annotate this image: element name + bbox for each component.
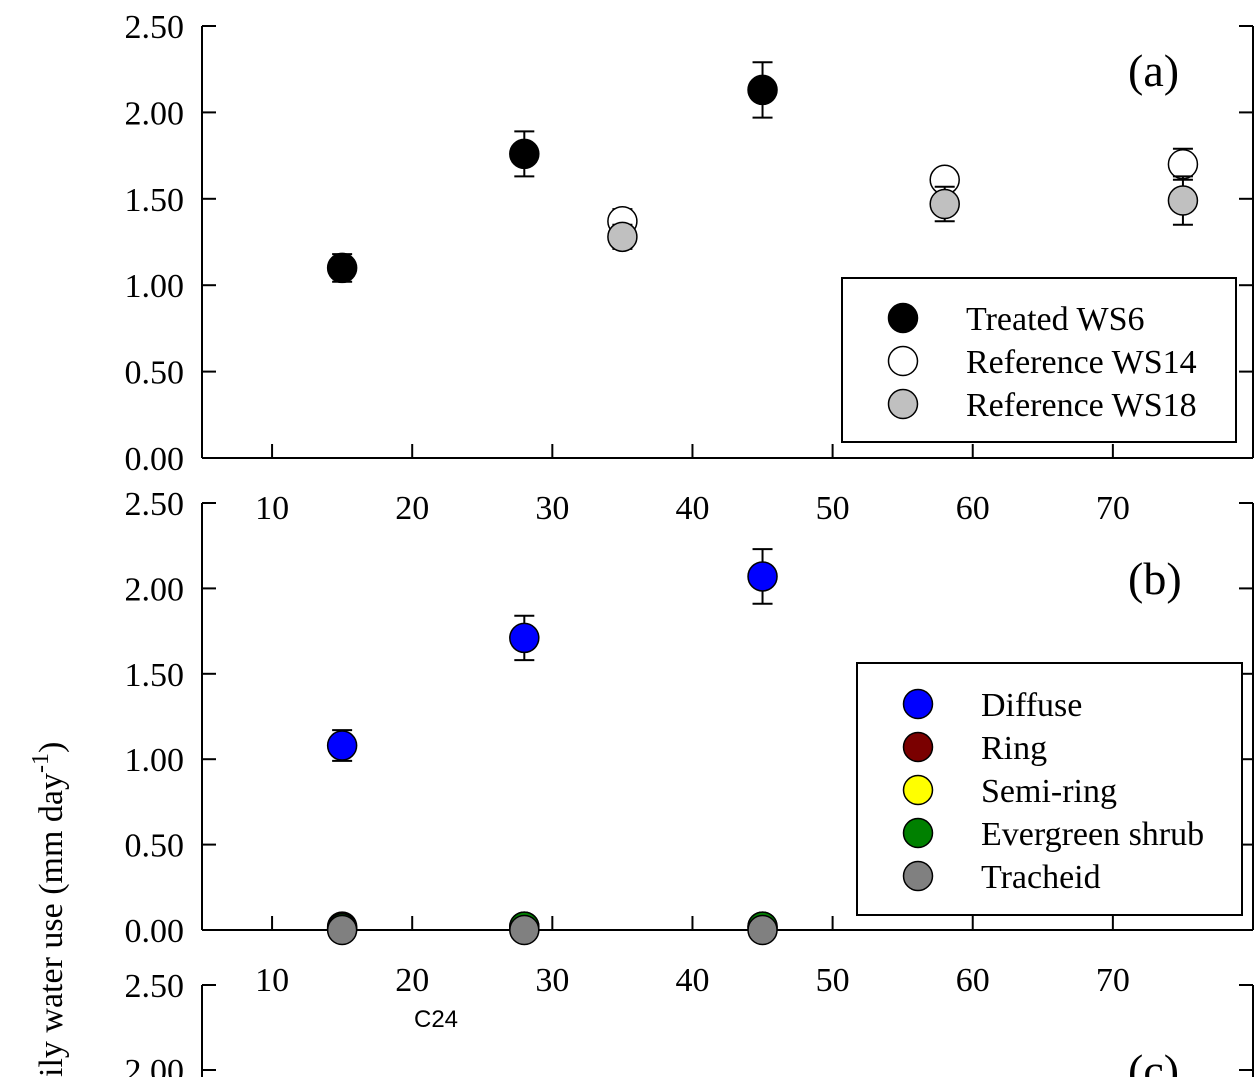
x-tick-label: 10 bbox=[255, 490, 289, 527]
y-axis-label: ily water use (mm day-1) bbox=[28, 742, 70, 1077]
x-tick-label: 70 bbox=[1096, 490, 1130, 527]
legend-marker bbox=[887, 345, 919, 377]
y-axis-label-close: ) bbox=[33, 742, 70, 753]
data-point bbox=[607, 221, 638, 253]
y-axis-label-text: ily water use (mm day bbox=[33, 773, 70, 1077]
legend-label: Ring bbox=[981, 730, 1047, 767]
legend-label: Reference WS14 bbox=[966, 344, 1197, 381]
legend-marker bbox=[887, 388, 919, 420]
y-tick-label: 0.00 bbox=[125, 913, 185, 950]
legend-marker bbox=[902, 688, 934, 720]
panel-c: 2.00 2.50 (c) bbox=[125, 968, 1254, 1077]
legend-marker bbox=[902, 860, 934, 892]
y-tick-label: 2.50 bbox=[125, 9, 185, 46]
y-tick-label: 2.00 bbox=[125, 1053, 185, 1077]
x-tick-label: 60 bbox=[956, 962, 990, 999]
data-point bbox=[929, 188, 960, 220]
x-tick-label: 50 bbox=[816, 490, 850, 527]
legend-marker bbox=[902, 774, 934, 806]
y-tick-label: 2.50 bbox=[125, 968, 185, 1005]
y-tick-label: 1.00 bbox=[125, 742, 185, 779]
legend-label: Evergreen shrub bbox=[981, 816, 1204, 853]
x-tick-label: 30 bbox=[535, 490, 569, 527]
x-tick-label: 40 bbox=[675, 962, 709, 999]
data-point bbox=[1167, 185, 1199, 216]
x-tick-label: 10 bbox=[255, 962, 289, 999]
legend-label: Reference WS18 bbox=[966, 387, 1197, 424]
x-tick-label: 70 bbox=[1096, 962, 1130, 999]
y-tick-label: 1.50 bbox=[125, 657, 185, 694]
legend-marker bbox=[902, 817, 934, 849]
data-point bbox=[747, 914, 778, 946]
legend-label: Semi-ring bbox=[981, 773, 1117, 810]
data-point bbox=[326, 730, 358, 761]
c24-annotation: C24 bbox=[414, 1006, 458, 1033]
y-tick-label: 1.50 bbox=[125, 182, 185, 219]
data-point bbox=[747, 561, 778, 592]
y-tick-label: 2.00 bbox=[125, 95, 185, 132]
x-tick-label: 20 bbox=[395, 962, 429, 999]
y-axis-label-superscript: -1 bbox=[28, 753, 54, 773]
x-tick-label: 50 bbox=[816, 962, 850, 999]
legend-label: Diffuse bbox=[981, 687, 1082, 724]
chart-panels: 0.00 0.50 1.00 1.50 2.00 2.50 10 20 30 40 50 60 70 (a… bbox=[125, 9, 1254, 1077]
panel-label: (c) bbox=[1128, 1045, 1179, 1077]
x-tick-label: 40 bbox=[675, 490, 709, 527]
data-point bbox=[326, 252, 358, 284]
legend-label: Tracheid bbox=[981, 859, 1101, 896]
legend: Treated WS6 Reference WS14 Reference WS18 bbox=[841, 277, 1237, 443]
panel-a: 0.00 0.50 1.00 1.50 2.00 2.50 10 20 30 40 50 60 70 (a… bbox=[125, 9, 1254, 527]
y-tick-label: 0.50 bbox=[125, 828, 185, 865]
panel-label: (b) bbox=[1128, 553, 1182, 604]
data-point bbox=[326, 914, 358, 946]
data-point bbox=[747, 74, 778, 106]
panel-b: 0.00 0.50 1.00 1.50 2.00 2.50 10 20 30 40 50 60 70 (b… bbox=[125, 486, 1254, 999]
data-point bbox=[1167, 148, 1199, 180]
y-tick-label: 0.00 bbox=[125, 441, 185, 478]
y-tick-label: 2.00 bbox=[125, 571, 185, 608]
legend: Diffuse Ring Semi-ring Evergreen shrub Trach… bbox=[856, 662, 1243, 916]
data-point bbox=[509, 622, 540, 654]
y-tick-label: 1.00 bbox=[125, 268, 185, 305]
legend-marker bbox=[902, 731, 934, 763]
data-point bbox=[509, 138, 540, 170]
x-tick-label: 20 bbox=[395, 490, 429, 527]
legend-marker bbox=[887, 302, 919, 334]
x-tick-label: 60 bbox=[956, 490, 990, 527]
y-tick-label: 0.50 bbox=[125, 355, 185, 392]
x-tick-label: 30 bbox=[535, 962, 569, 999]
panel-label: (a) bbox=[1128, 45, 1179, 96]
legend-label: Treated WS6 bbox=[966, 301, 1145, 338]
y-tick-label: 2.50 bbox=[125, 486, 185, 523]
data-point bbox=[509, 914, 540, 946]
